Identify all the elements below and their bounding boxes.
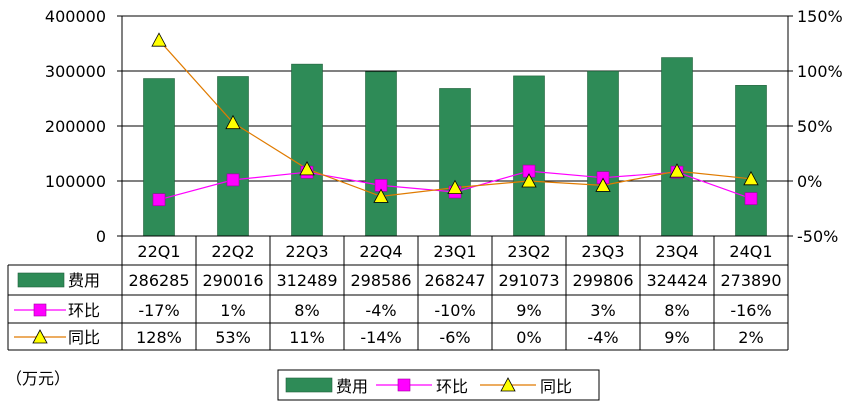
table-cell: -17% — [138, 301, 179, 320]
yoy-marker-24Q1 — [743, 170, 759, 186]
table-cell: -10% — [434, 301, 475, 320]
row-name-2: 同比 — [68, 328, 100, 347]
yoy-marker-23Q3 — [595, 177, 611, 192]
yoy-marker-22Q2 — [225, 114, 241, 130]
table-cell: 298586 — [350, 271, 411, 290]
table-cell: 53% — [215, 328, 251, 347]
bar-22Q2 — [217, 76, 249, 237]
table-cell: 9% — [516, 301, 541, 320]
left-tick-label: 0 — [96, 227, 106, 246]
table-cell: 299806 — [572, 271, 633, 290]
bar-23Q2 — [513, 75, 545, 237]
row-key-qoq-marker — [33, 303, 47, 317]
left-axis-ticks: 400000 300000 200000 100000 0 — [45, 7, 106, 246]
left-tick-label: 200000 — [45, 117, 106, 136]
legend-yoy-marker — [500, 377, 516, 392]
row-key-yoy-marker — [32, 329, 48, 344]
category-label-22Q1: 22Q1 — [137, 242, 180, 261]
table-cell: 312489 — [276, 271, 337, 290]
table-cell: -6% — [439, 328, 470, 347]
table-cell: -4% — [587, 328, 618, 347]
left-tick-label: 100000 — [45, 172, 106, 191]
legend-bar-swatch — [285, 377, 333, 393]
yoy-marker-23Q1 — [447, 179, 463, 195]
table-cell: 8% — [664, 301, 689, 320]
left-tick-label: 400000 — [45, 7, 106, 26]
legend-label-bar: 费用 — [336, 377, 368, 396]
legend-label-yoy: 同比 — [540, 377, 572, 396]
row-key-bar-swatch — [17, 272, 65, 288]
table-cell: 3% — [590, 301, 615, 320]
table-cell: -14% — [360, 328, 401, 347]
bar-24Q1 — [735, 85, 767, 237]
row-name-0: 费用 — [68, 271, 100, 290]
table-cell: -4% — [365, 301, 396, 320]
table-cell: -16% — [730, 301, 771, 320]
left-tick-label: 300000 — [45, 62, 106, 81]
category-label-23Q3: 23Q3 — [581, 242, 624, 261]
table-cell: 291073 — [498, 271, 559, 290]
table-cell: 2% — [738, 328, 763, 347]
right-axis-ticks: 150% 100% 50% 0% -50% — [797, 7, 843, 246]
yoy-marker-22Q3 — [299, 161, 315, 176]
bar-23Q3 — [587, 70, 619, 237]
bar-23Q1 — [439, 88, 471, 237]
bar-22Q4 — [365, 71, 397, 237]
bar-22Q1 — [143, 78, 175, 237]
right-tick-label: 150% — [797, 7, 843, 26]
right-tick-label: 0% — [797, 172, 822, 191]
table-cell: 324424 — [646, 271, 707, 290]
table-cell: 9% — [664, 328, 689, 347]
table-cell: 1% — [220, 301, 245, 320]
table-cell: 268247 — [424, 271, 485, 290]
right-tick-label: -50% — [797, 227, 838, 246]
category-label-23Q4: 23Q4 — [655, 242, 698, 261]
data-table: 22Q1 22Q2 22Q3 22Q4 23Q1 23Q2 23Q3 23Q4 24Q1 费用环比… — [7, 235, 789, 351]
qoq-marker-22Q1 — [152, 193, 166, 206]
bar-23Q4 — [661, 57, 693, 237]
category-label-23Q2: 23Q2 — [507, 242, 550, 261]
table-cell: 8% — [294, 301, 319, 320]
right-tick-label: 50% — [797, 117, 833, 136]
qoq-marker-24Q1 — [744, 192, 758, 205]
legend-qoq-marker — [397, 378, 411, 392]
bar-22Q3 — [291, 63, 323, 237]
category-label-22Q3: 22Q3 — [285, 242, 328, 261]
category-label-24Q1: 24Q1 — [729, 242, 772, 261]
yoy-marker-23Q2 — [521, 173, 537, 188]
axes — [117, 15, 793, 237]
qoq-marker-22Q2 — [226, 173, 240, 187]
bars — [143, 57, 767, 237]
right-tick-label: 100% — [797, 62, 843, 81]
row-name-1: 环比 — [68, 301, 100, 320]
category-label-22Q4: 22Q4 — [359, 242, 402, 261]
legend: 费用 环比 同比 — [277, 369, 600, 401]
table-cell: 286285 — [128, 271, 189, 290]
legend-label-qoq: 环比 — [436, 377, 468, 396]
series-markers — [151, 32, 759, 206]
category-label-22Q2: 22Q2 — [211, 242, 254, 261]
unit-label: （万元） — [6, 369, 70, 388]
category-label-23Q1: 23Q1 — [433, 242, 476, 261]
yoy-marker-22Q1 — [151, 32, 167, 47]
table-cell: 0% — [516, 328, 541, 347]
table-cell: 273890 — [720, 271, 781, 290]
table-cell: 128% — [136, 328, 182, 347]
table-cell: 11% — [289, 328, 325, 347]
yoy-marker-22Q4 — [373, 188, 389, 203]
yoy-marker-23Q4 — [669, 163, 685, 178]
table-cell: 290016 — [202, 271, 263, 290]
